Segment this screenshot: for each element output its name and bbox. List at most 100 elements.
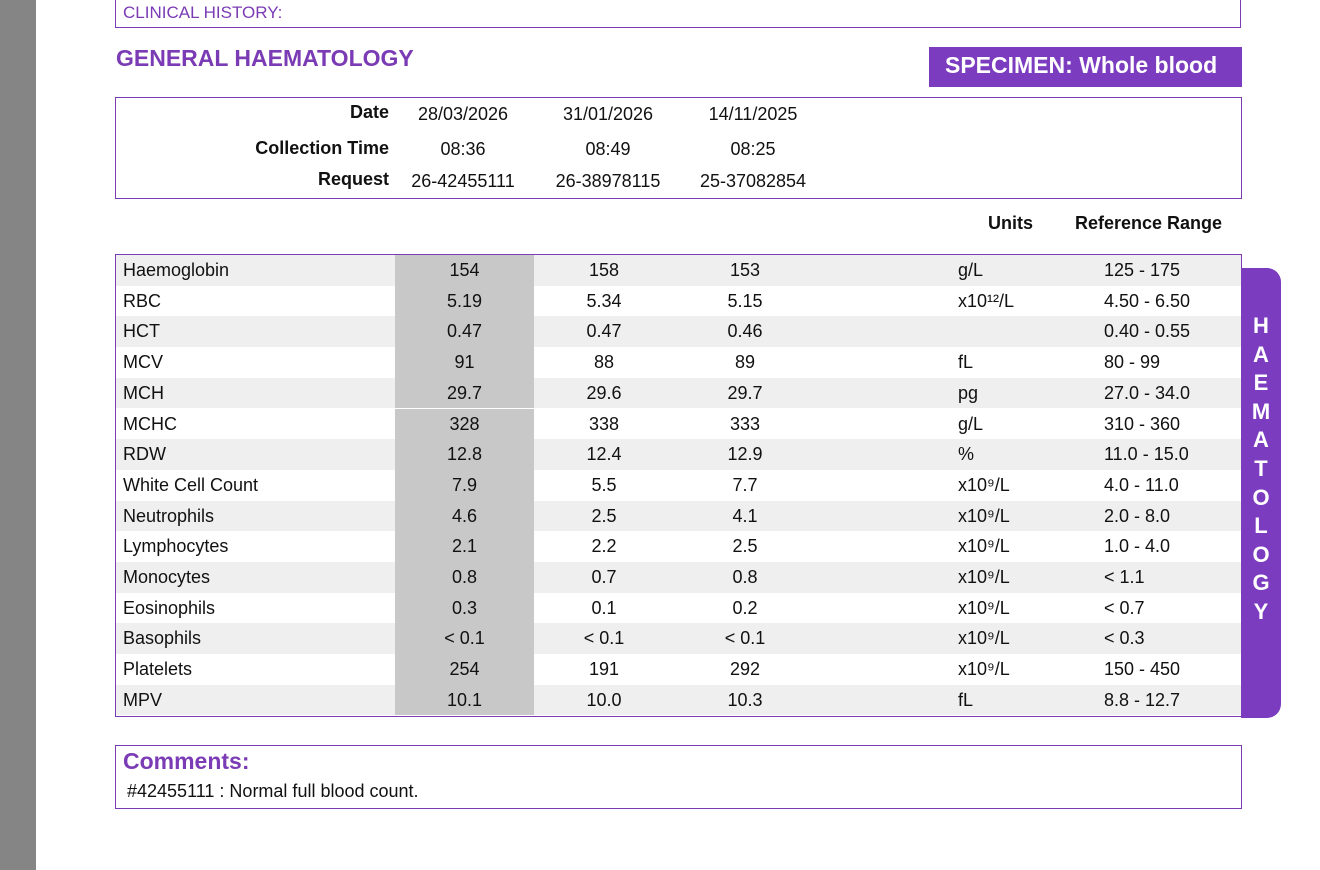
previous-result-1: 5.5 xyxy=(591,474,617,495)
result-unit: x10⁹/L xyxy=(958,659,1010,680)
request-header-box: Date Collection Time Request 28/03/2026 … xyxy=(115,97,1242,199)
reference-range: 4.50 - 6.50 xyxy=(1104,290,1191,311)
date-1: 28/03/2026 xyxy=(417,104,509,124)
result-unit: fL xyxy=(958,689,974,710)
time-3: 08:25 xyxy=(730,139,776,159)
side-tab-letter: O xyxy=(1252,484,1270,510)
previous-result-2: 0.46 xyxy=(727,321,763,342)
date-2: 31/01/2026 xyxy=(562,104,654,124)
date-3: 14/11/2025 xyxy=(708,104,798,124)
result-unit: g/L xyxy=(958,413,984,434)
result-unit: pg xyxy=(958,382,979,403)
previous-result-2: 153 xyxy=(729,260,761,280)
reference-range: 1.0 - 4.0 xyxy=(1104,536,1171,557)
current-result: 328 xyxy=(395,408,534,440)
table-row: Neutrophils 4.6 2.5 4.1 x10⁹/L 2.0 - 8.0 xyxy=(116,500,1241,532)
reference-range-header: Reference Range xyxy=(1075,213,1223,233)
time-1: 08:36 xyxy=(440,139,486,159)
result-unit: x10⁹/L xyxy=(958,474,1010,495)
previous-result-2: 5.15 xyxy=(727,290,763,311)
clinical-history-label: CLINICAL HISTORY: xyxy=(123,3,283,22)
current-result: 5.19 xyxy=(395,285,534,317)
side-tab-letter: T xyxy=(1254,455,1268,481)
reference-range: 150 - 450 xyxy=(1104,659,1181,680)
table-row: HCT 0.47 0.47 0.46 0.40 - 0.55 xyxy=(116,316,1241,348)
reference-range: 125 - 175 xyxy=(1104,260,1181,280)
previous-result-2: 4.1 xyxy=(732,505,758,526)
comments-title: Comments: xyxy=(123,748,250,774)
reference-range: 310 - 360 xyxy=(1104,413,1181,434)
current-result: 254 xyxy=(395,654,534,685)
test-name: Lymphocytes xyxy=(123,536,229,557)
current-result: 0.3 xyxy=(395,592,534,624)
previous-result-2: 10.3 xyxy=(727,689,763,710)
clinical-history-box: CLINICAL HISTORY: xyxy=(115,0,1241,28)
side-tab-letter: A xyxy=(1253,341,1269,367)
comments-text: #42455111 : Normal full blood count. xyxy=(127,781,419,801)
time-2: 08:49 xyxy=(585,139,631,159)
reference-range: 8.8 - 12.7 xyxy=(1104,689,1181,710)
table-row: Haemoglobin 154 158 153 g/L 125 - 175 xyxy=(116,255,1241,286)
test-name: Haemoglobin xyxy=(123,260,230,280)
previous-result-1: 12.4 xyxy=(586,444,622,465)
reference-range: < 1.1 xyxy=(1104,567,1145,587)
test-name: Platelets xyxy=(123,659,193,680)
table-row: RDW 12.8 12.4 12.9% 11.0 - 15.0 xyxy=(116,439,1241,470)
test-name: Monocytes xyxy=(123,567,211,587)
previous-result-1: 10.0 xyxy=(586,689,622,710)
result-unit: fL xyxy=(958,352,974,373)
reference-range: < 0.3 xyxy=(1104,628,1145,649)
result-unit: x10⁹/L xyxy=(958,567,1010,587)
previous-result-1: 191 xyxy=(588,659,620,680)
result-unit: x10⁹/L xyxy=(958,597,1010,618)
previous-result-1: 338 xyxy=(588,413,620,434)
previous-result-1: 29.6 xyxy=(586,382,622,403)
request-2: 26-38978115 xyxy=(555,171,661,191)
test-name: Eosinophils xyxy=(123,597,216,618)
test-name: MPV xyxy=(123,689,163,710)
table-row: MCHC 328 338 333 g/L 310 - 360 xyxy=(116,408,1241,440)
table-row: RBC 5.19 5.34 5.15 x10¹²/L 4.50 - 6.50 xyxy=(116,285,1241,317)
current-result: 7.9 xyxy=(395,469,534,501)
table-row: Lymphocytes 2.1 2.2 2.5 x10⁹/L 1.0 - 4.0 xyxy=(116,531,1241,562)
reference-range: 11.0 - 15.0 xyxy=(1104,444,1189,465)
previous-result-2: 0.8 xyxy=(732,567,758,587)
table-row: Platelets 254 191 292 x10⁹/L 150 - 450 xyxy=(116,654,1241,685)
request-1: 26-42455111 xyxy=(411,171,515,191)
previous-result-2: < 0.1 xyxy=(724,628,766,649)
request-3: 25-37082854 xyxy=(699,171,807,191)
test-name: RDW xyxy=(123,444,166,465)
previous-result-1: 158 xyxy=(588,260,620,280)
previous-result-1: 0.47 xyxy=(586,321,622,342)
side-tab-letter: Y xyxy=(1253,598,1269,624)
side-tab-letter: A xyxy=(1253,427,1269,453)
previous-result-1: 0.1 xyxy=(591,597,617,618)
reference-range: 4.0 - 11.0 xyxy=(1104,474,1179,495)
table-row: White Cell Count 7.9 5.5 7.7 x10⁹/L 4.0 - 11.… xyxy=(116,469,1241,501)
result-unit: x10⁹/L xyxy=(958,505,1010,526)
previous-result-1: 5.34 xyxy=(586,290,622,311)
table-row: Monocytes 0.8 0.7 0.8 x10⁹/L < 1.1 xyxy=(116,562,1241,593)
previous-result-2: 89 xyxy=(734,352,756,373)
current-result: 154 xyxy=(395,255,534,286)
reference-range: 0.40 - 0.55 xyxy=(1104,321,1191,342)
test-name: Basophils xyxy=(123,628,202,649)
section-title: GENERAL HAEMATOLOGY xyxy=(116,45,414,71)
previous-result-2: 0.2 xyxy=(732,597,758,618)
test-name: White Cell Count xyxy=(123,474,259,495)
previous-result-1: 0.7 xyxy=(591,567,617,587)
current-result: 91 xyxy=(395,347,534,378)
current-result: 4.6 xyxy=(395,500,534,532)
specimen-badge: SPECIMEN: Whole blood xyxy=(929,47,1242,87)
table-row: MCH 29.7 29.6 29.7 pg 27.0 - 34.0 xyxy=(116,377,1241,409)
previous-result-1: 88 xyxy=(593,352,615,373)
date-label: Date xyxy=(349,102,389,122)
previous-result-2: 333 xyxy=(729,413,761,434)
result-unit: x10⁹/L xyxy=(958,536,1010,557)
side-tab-letter: M xyxy=(1251,398,1271,424)
table-row: MPV 10.1 10.0 10.3 fL 8.8 - 12.7 xyxy=(116,684,1241,716)
previous-result-2: 2.5 xyxy=(732,536,758,557)
units-header: Units xyxy=(988,213,1033,233)
